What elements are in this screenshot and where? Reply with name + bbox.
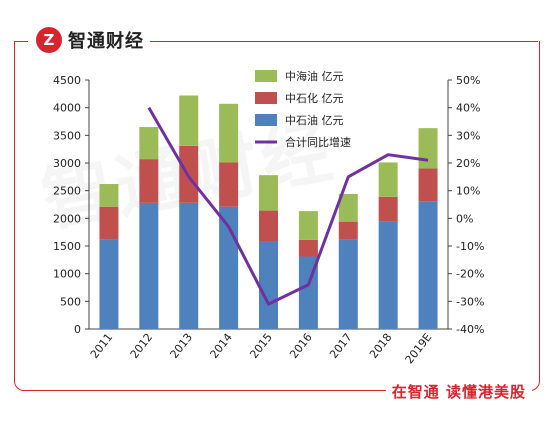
y-tick-right-label: -30% bbox=[456, 295, 484, 308]
legend-swatch bbox=[255, 70, 277, 82]
bar-segment bbox=[179, 202, 199, 329]
brand-logo-icon: Z bbox=[36, 27, 62, 53]
y-tick-right-label: 20% bbox=[456, 157, 480, 170]
y-tick-left-label: 3500 bbox=[53, 129, 81, 142]
y-tick-right-label: 0% bbox=[456, 212, 473, 225]
y-tick-right-label: 40% bbox=[456, 102, 480, 115]
x-tick-label: 2016 bbox=[287, 331, 314, 361]
x-tick-label: 2019E bbox=[403, 331, 435, 367]
y-tick-right-label: 50% bbox=[456, 74, 480, 87]
y-tick-left-label: 0 bbox=[74, 323, 81, 336]
bar-segment bbox=[99, 239, 119, 329]
bar-segment bbox=[378, 196, 398, 222]
bar-segment bbox=[338, 193, 358, 222]
bar-segment bbox=[418, 128, 438, 169]
bar-segment bbox=[298, 211, 318, 240]
bar-segment bbox=[179, 95, 199, 146]
x-tick-label: 2012 bbox=[128, 331, 155, 361]
y-tick-left-label: 2000 bbox=[53, 212, 81, 225]
y-tick-right-label: -40% bbox=[456, 323, 484, 336]
y-tick-right-label: -10% bbox=[456, 240, 484, 253]
x-tick-label: 2014 bbox=[207, 331, 234, 361]
bar-segment bbox=[219, 103, 239, 163]
x-tick-label: 2015 bbox=[247, 331, 274, 361]
bar-segment bbox=[99, 206, 119, 240]
y-tick-left-label: 500 bbox=[60, 295, 81, 308]
frame-top-line-left bbox=[14, 41, 28, 42]
frame-top-line bbox=[150, 41, 538, 42]
bar-segment bbox=[259, 210, 278, 242]
x-tick-label: 2013 bbox=[168, 331, 195, 361]
legend-label: 中海油 亿元 bbox=[285, 69, 344, 83]
bar-segment bbox=[139, 202, 159, 329]
bar-segment bbox=[259, 175, 278, 211]
bar-segment bbox=[418, 168, 438, 202]
x-tick-label: 2018 bbox=[367, 331, 394, 361]
bar-segment bbox=[338, 239, 358, 329]
bar-segment bbox=[139, 159, 159, 203]
y-tick-left-label: 4500 bbox=[53, 74, 81, 87]
legend-label: 中石化 亿元 bbox=[285, 91, 344, 105]
y-tick-left-label: 1000 bbox=[53, 268, 81, 281]
frame-border bbox=[14, 41, 540, 391]
x-tick-label: 2017 bbox=[327, 331, 354, 361]
y-tick-right-label: 30% bbox=[456, 129, 480, 142]
y-tick-left-label: 1500 bbox=[53, 240, 81, 253]
bar-segment bbox=[99, 184, 119, 207]
growth-line bbox=[147, 106, 429, 306]
y-tick-right-label: 10% bbox=[456, 185, 480, 198]
bar-segment bbox=[338, 221, 358, 240]
bar-segment bbox=[259, 241, 278, 329]
brand: Z 智通财经 bbox=[36, 27, 144, 53]
legend-label: 中石油 亿元 bbox=[285, 113, 344, 127]
bar-segment bbox=[378, 221, 398, 329]
bar-segment bbox=[219, 162, 239, 207]
y-tick-right-label: -20% bbox=[456, 268, 484, 281]
brand-name: 智通财经 bbox=[68, 31, 144, 52]
y-tick-left-label: 2500 bbox=[53, 185, 81, 198]
legend-swatch bbox=[255, 92, 277, 104]
legend-label: 合计同比增速 bbox=[285, 135, 351, 149]
y-tick-left-label: 4000 bbox=[53, 102, 81, 115]
x-tick-label: 2011 bbox=[88, 331, 115, 361]
slogan: 在智通 读懂港美股 bbox=[385, 381, 532, 402]
legend-swatch bbox=[255, 114, 277, 126]
bar-segment bbox=[139, 127, 159, 160]
bar-segment bbox=[378, 162, 398, 197]
bar-segment bbox=[418, 201, 438, 329]
bar-segment bbox=[298, 239, 318, 257]
y-tick-left-label: 3000 bbox=[53, 157, 81, 170]
